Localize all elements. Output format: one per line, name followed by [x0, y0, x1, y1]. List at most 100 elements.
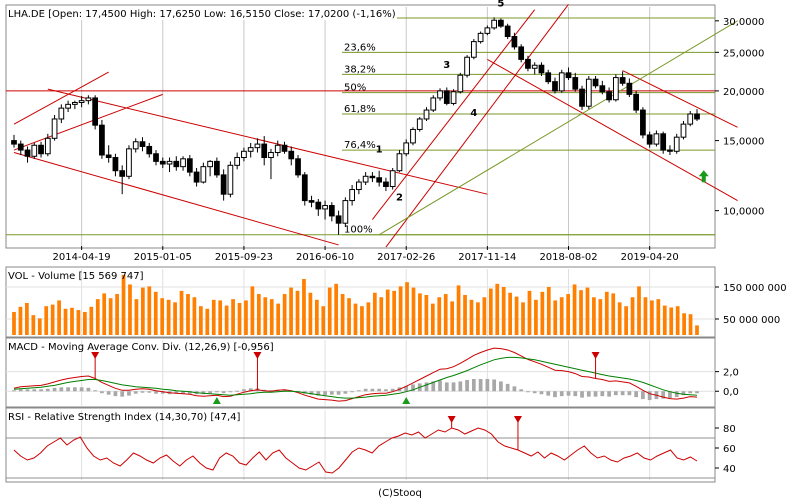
macd-histogram-bar — [499, 381, 503, 392]
candle-body — [112, 157, 119, 172]
trend-line — [13, 71, 109, 125]
volume-bar — [546, 287, 551, 335]
volume-bar — [656, 299, 661, 335]
macd-histogram-bar — [187, 391, 192, 394]
candle-body — [31, 144, 38, 157]
volume-bar — [566, 294, 570, 335]
volume-bar — [372, 292, 377, 335]
volume-bar — [141, 287, 145, 335]
candle-body — [504, 25, 511, 37]
y-tick-label: 15,0000 — [723, 137, 764, 148]
fibonacci-label: 61,8% — [344, 104, 376, 115]
candle-body — [558, 72, 565, 92]
volume-bar — [198, 306, 203, 335]
volume-bar — [263, 297, 268, 335]
rsi-title: RSI - Relative Strength Index (14,30,70)… — [8, 412, 241, 423]
volume-bar — [405, 282, 409, 335]
macd-histogram-bar — [539, 391, 544, 395]
fibonacci-label: 38,2% — [344, 64, 376, 75]
macd-histogram-bar — [174, 391, 179, 394]
candle-body — [247, 147, 254, 152]
candle-body — [65, 103, 71, 109]
macd-histogram-bar — [613, 391, 618, 396]
macd-histogram-bar — [127, 391, 131, 396]
volume-bar — [585, 287, 590, 335]
volume-bar — [224, 305, 229, 335]
candle-body — [518, 46, 525, 60]
candle-body — [525, 58, 531, 69]
volume-series — [12, 274, 699, 335]
candle-body — [687, 113, 694, 125]
macd-histogram-bar — [316, 391, 321, 396]
volume-bar — [31, 315, 36, 335]
buy-signal-icon — [402, 397, 411, 404]
x-tick-label: 2018-08-02 — [539, 252, 597, 263]
macd-histogram-bar — [566, 391, 571, 396]
candle-body — [450, 91, 457, 104]
macd-histogram-bar — [59, 387, 64, 392]
volume-bar — [314, 299, 319, 335]
candle-body — [322, 205, 328, 210]
fibonacci-label: 23,6% — [344, 42, 376, 53]
macd-histogram-bar — [79, 387, 84, 392]
macd-histogram-bar — [100, 391, 104, 394]
macd-histogram-bar — [661, 391, 666, 399]
volume-bar — [95, 299, 100, 335]
macd-title: MACD - Moving Average Conv. Div. (12,26,… — [8, 342, 274, 353]
volume-bar — [521, 302, 525, 335]
candle-body — [356, 181, 362, 191]
macd-histogram-bar — [471, 378, 476, 392]
macd-histogram-bar — [147, 391, 152, 393]
candle-body — [349, 189, 355, 202]
volume-bar — [604, 291, 609, 335]
macd-histogram-bar — [593, 391, 598, 397]
axis-labels: 2014-04-19 2015-01-05 2015-09-23 2016-06-10… — [53, 17, 787, 475]
volume-bar — [128, 284, 132, 335]
volume-bar — [44, 306, 49, 335]
signal-line — [13, 356, 698, 399]
macd-histogram-bar — [424, 382, 429, 392]
candle-body — [653, 133, 660, 145]
candle-body — [362, 175, 369, 183]
trend-line — [487, 58, 738, 202]
volume-bar — [366, 302, 371, 335]
volume-bar — [295, 290, 300, 335]
candle-body — [640, 109, 646, 136]
volume-bar — [302, 279, 306, 335]
candle-body — [193, 171, 200, 183]
macd-histogram-bar — [431, 381, 436, 392]
volume-bar — [514, 296, 519, 335]
macd-histogram-bar — [154, 391, 158, 394]
up-arrow-icon — [698, 170, 709, 183]
volume-bar — [540, 291, 545, 335]
volume-bar — [669, 307, 674, 335]
fibonacci-label: 100% — [344, 225, 373, 236]
candle-body — [214, 160, 220, 176]
volume-bar — [327, 287, 332, 335]
y-tick-label: 150 000 000 — [723, 283, 787, 294]
x-tick-label: 2014-04-19 — [53, 252, 111, 263]
volume-bar — [598, 299, 603, 335]
volume-bar — [166, 299, 171, 335]
volume-bar — [662, 305, 667, 335]
macd-histogram-bar — [620, 391, 625, 396]
volume-bar — [559, 297, 564, 335]
volume-bar — [218, 300, 223, 335]
candle-body — [281, 144, 288, 152]
macd-histogram-bar — [458, 381, 463, 392]
macd-histogram-bar — [52, 387, 57, 392]
macd-histogram-bar — [228, 391, 233, 393]
volume-bar — [231, 299, 235, 335]
price-panel — [5, 4, 716, 249]
sell-signal-icon — [91, 352, 100, 359]
volume-bar — [276, 303, 281, 335]
macd-histogram-bar — [133, 391, 138, 394]
macd-histogram-bar — [546, 391, 551, 396]
candle-body — [51, 118, 58, 139]
volume-bar — [553, 300, 558, 335]
candle-body — [173, 160, 180, 168]
volume-bar — [244, 300, 248, 335]
candle-body — [531, 64, 538, 69]
volume-bar — [282, 294, 287, 335]
